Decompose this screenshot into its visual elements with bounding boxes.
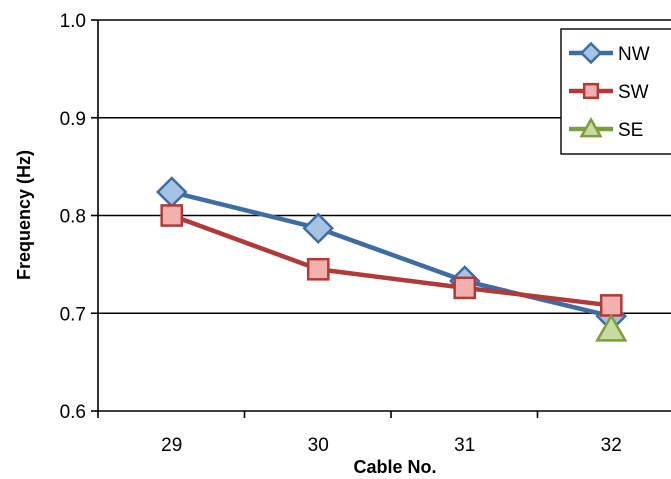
legend-marker-sw <box>582 82 600 100</box>
y-tick-label: 0.7 <box>60 304 86 325</box>
tick-labels: 0.6 0.7 0.8 0.9 1.0 29 30 31 32 <box>60 11 622 456</box>
series-nw-point <box>302 212 335 244</box>
legend-label-se: SE <box>618 120 643 141</box>
x-tick-label: 29 <box>161 435 182 456</box>
legend-marker-se <box>579 116 603 138</box>
series-sw-point <box>453 276 477 300</box>
y-tick-label: 0.9 <box>60 109 86 130</box>
legend-label-nw: NW <box>618 44 650 65</box>
series-sw-point <box>160 204 184 227</box>
x-tick-label: 31 <box>454 435 475 456</box>
legend-label-sw: SW <box>618 82 649 103</box>
y-tick-label: 1.0 <box>60 11 86 32</box>
axes <box>91 19 671 418</box>
x-tick-label: 30 <box>308 435 329 456</box>
x-axis-title: Cable No. <box>353 457 436 477</box>
legend-marker-nw <box>579 41 603 65</box>
gridlines <box>98 19 671 315</box>
y-tick-label: 0.6 <box>60 402 86 423</box>
series-sw-point <box>599 294 623 317</box>
series-sw-point <box>306 257 330 281</box>
x-tick-label: 32 <box>601 435 622 456</box>
series-sw-line <box>170 213 612 308</box>
y-tick-label: 0.8 <box>60 207 86 228</box>
y-axis-title: Frequency (Hz) <box>14 150 34 280</box>
legend: NW SW SE <box>560 28 671 155</box>
series-lines <box>155 176 628 342</box>
series-se-point <box>595 313 628 342</box>
series-nw-point <box>155 176 188 208</box>
